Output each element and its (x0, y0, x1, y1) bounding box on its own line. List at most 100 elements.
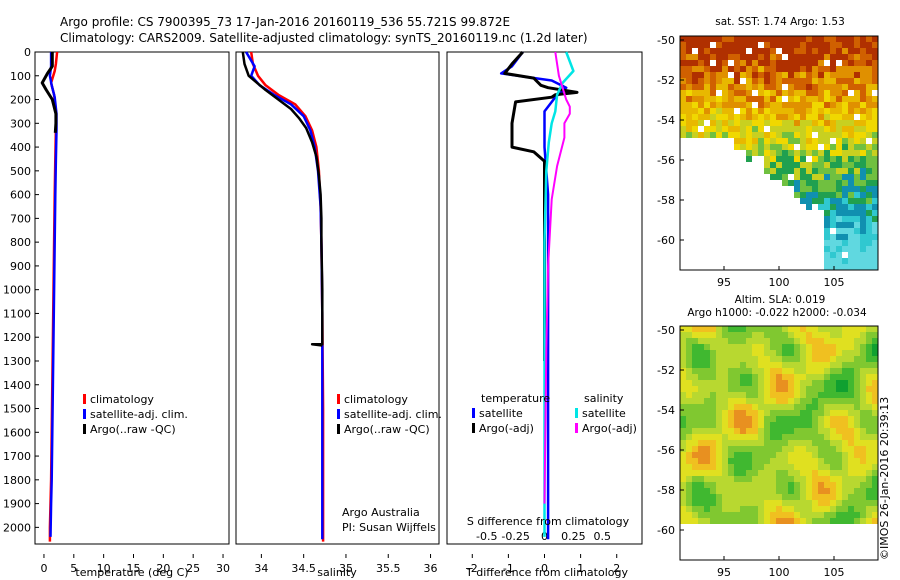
sst-cell (860, 156, 866, 162)
sla-cell (716, 344, 722, 350)
sla-cell (704, 500, 710, 506)
sst-cell (680, 120, 686, 126)
sla-cell (770, 464, 776, 470)
sst-cell (872, 186, 878, 192)
sla-cell (836, 368, 842, 374)
sla-cell (734, 410, 740, 416)
sst-cell (710, 102, 716, 108)
sla-cell (710, 350, 716, 356)
sst-cell (836, 180, 842, 186)
sla-cell (860, 506, 866, 512)
sla-cell (818, 416, 824, 422)
sst-cell (866, 162, 872, 168)
sla-cell (806, 434, 812, 440)
sla-cell (794, 458, 800, 464)
difference-salinity-legend-swatch (575, 423, 578, 433)
sla-cell (686, 494, 692, 500)
sla-cell (722, 404, 728, 410)
sst-cell (776, 54, 782, 60)
sla-cell (740, 332, 746, 338)
sst-cell (806, 36, 812, 42)
sla-cell (734, 386, 740, 392)
sla-cell (704, 512, 710, 518)
sla-cell (698, 410, 704, 416)
sla-cell (812, 470, 818, 476)
sst-cell (740, 72, 746, 78)
sla-cell (776, 518, 782, 524)
sla-cell (764, 368, 770, 374)
sla-cell (866, 416, 872, 422)
sst-cell (728, 54, 734, 60)
sla-cell (860, 464, 866, 470)
sst-cell (782, 144, 788, 150)
sla-cell (818, 440, 824, 446)
salinity-xtick-label: 36 (424, 562, 438, 575)
sst-cell (872, 264, 878, 270)
sst-cell (770, 54, 776, 60)
sla-cell (710, 398, 716, 404)
sst-cell (842, 246, 848, 252)
sla-cell (830, 464, 836, 470)
sla-cell (872, 422, 878, 428)
sst-cell (824, 198, 830, 204)
sst-cell (758, 60, 764, 66)
sst-cell (812, 162, 818, 168)
sla-cell (806, 482, 812, 488)
sst-cell (824, 72, 830, 78)
sst-cell (842, 204, 848, 210)
sst-cell (776, 132, 782, 138)
sla-cell (716, 386, 722, 392)
sla-cell (788, 362, 794, 368)
sst-cell (782, 156, 788, 162)
sst-cell (854, 162, 860, 168)
sst-cell (872, 96, 878, 102)
sla-cell (842, 350, 848, 356)
sla-cell (800, 440, 806, 446)
sst-cell (698, 108, 704, 114)
sst-cell (848, 144, 854, 150)
sla-cell (788, 494, 794, 500)
sla-cell (854, 488, 860, 494)
sla-cell (806, 446, 812, 452)
sst-cell (824, 90, 830, 96)
sst-cell (758, 96, 764, 102)
sla-cell (806, 374, 812, 380)
sst-cell (806, 114, 812, 120)
sst-cell (848, 228, 854, 234)
sst-cell (776, 156, 782, 162)
sla-cell (716, 356, 722, 362)
sla-cell (794, 374, 800, 380)
sla-cell (740, 326, 746, 332)
sst-cell (728, 36, 734, 42)
sla-cell (746, 410, 752, 416)
sst-cell (692, 114, 698, 120)
sst-cell (686, 48, 692, 54)
sla-cell (728, 500, 734, 506)
sla-cell (836, 404, 842, 410)
sla-cell (740, 338, 746, 344)
sla-cell (704, 404, 710, 410)
sla-cell (740, 488, 746, 494)
sst-cell (686, 60, 692, 66)
sla-cell (716, 326, 722, 332)
sla-cell (698, 332, 704, 338)
sst-cell (770, 168, 776, 174)
sla-cell (752, 446, 758, 452)
sst-cell (716, 60, 722, 66)
sst-cell (746, 84, 752, 90)
sla-cell (728, 332, 734, 338)
sla-cell (860, 338, 866, 344)
sla-cell (830, 332, 836, 338)
sst-cell (830, 174, 836, 180)
sla-cell (746, 392, 752, 398)
sst-cell (728, 114, 734, 120)
sla-cell (782, 386, 788, 392)
sla-cell (824, 440, 830, 446)
sla-cell (722, 410, 728, 416)
sla-cell (842, 452, 848, 458)
sla-cell (758, 422, 764, 428)
sst-cell (710, 114, 716, 120)
sst-cell (860, 162, 866, 168)
sla-cell (824, 362, 830, 368)
sla-cell (860, 386, 866, 392)
